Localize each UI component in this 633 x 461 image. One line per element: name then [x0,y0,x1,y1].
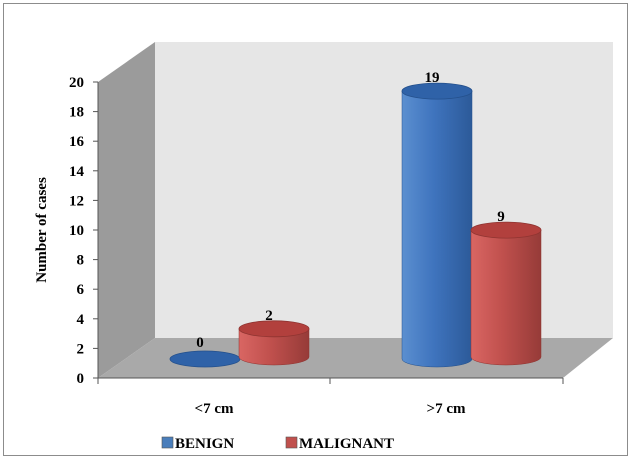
benign-bar [401,82,473,368]
y-tick-label: 4 [77,312,85,328]
benign-bar-body [401,90,473,368]
side-wall [98,42,155,378]
malignant-bar-body [470,229,542,366]
benign-bar [169,350,241,368]
y-tick-label: 14 [69,164,85,180]
malignant-bar [470,221,542,366]
y-tick-label: 16 [69,134,85,150]
y-tick-label: 8 [77,253,85,269]
data-label-benign: 0 [196,335,204,351]
malignant-bar-top [238,320,310,338]
malignant-bar-top [470,221,542,239]
back-wall [155,42,613,338]
y-tick-label: 20 [69,75,84,91]
x-tick-label: <7 cm [195,401,234,417]
legend-label-benign: BENIGN [175,436,234,452]
legend-label-malignant: MALIGNANT [299,436,394,452]
y-axis-title: Number of cases [34,177,50,283]
y-tick-label: 0 [77,371,85,387]
data-label-benign: 19 [425,70,440,86]
legend: BENIGN MALIGNANT [161,436,394,452]
x-tick-label: >7 cm [427,401,466,417]
data-label-malignant: 9 [497,209,505,225]
benign-bar-top [169,350,241,368]
legend-swatch-malignant [285,436,298,449]
benign-bar-top [401,82,473,100]
data-label-malignant: 2 [265,308,273,324]
y-tick-label: 2 [77,341,85,357]
y-tick-label: 6 [77,282,85,298]
malignant-bar [238,320,310,366]
malignant-bar-body [238,328,310,366]
y-tick-label: 12 [69,193,84,209]
y-tick-label: 10 [69,223,84,239]
legend-swatch-benign [161,436,174,449]
y-tick-label: 18 [69,105,84,121]
